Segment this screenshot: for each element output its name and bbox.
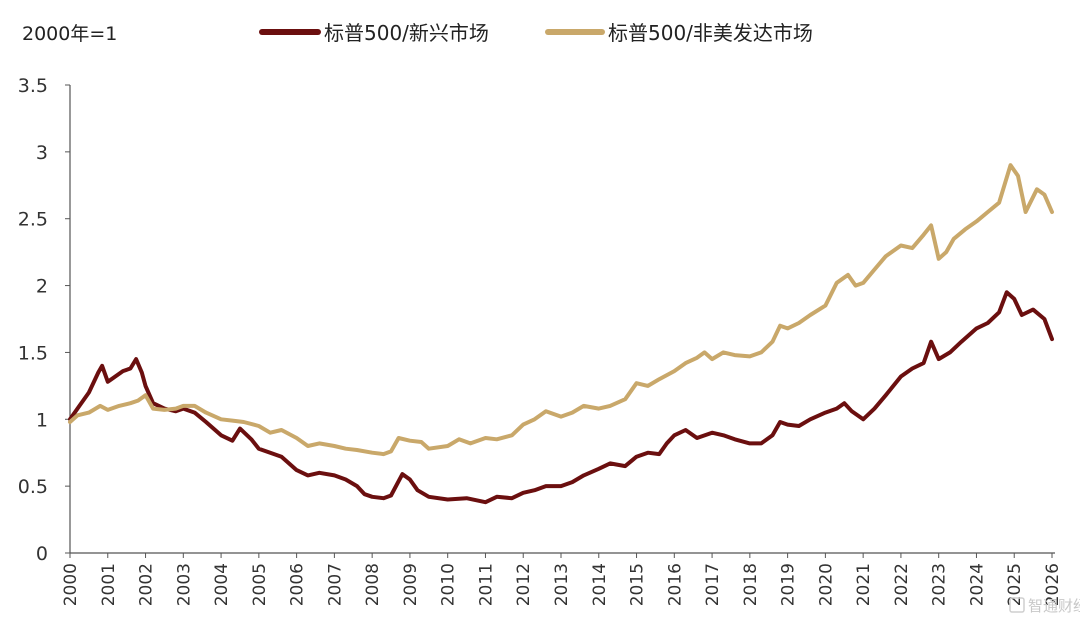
watermark-logo-icon <box>1009 597 1025 613</box>
x-tick-label: 2004 <box>212 563 232 606</box>
x-tick-label: 2017 <box>703 563 723 606</box>
legend-label-series-0: 标普500/新兴市场 <box>324 21 489 45</box>
series-line-1 <box>68 163 1054 457</box>
legend: 标普500/新兴市场 标普500/非美发达市场 <box>259 21 813 45</box>
y-tick-label: 1 <box>36 409 48 431</box>
x-tick-label: 2024 <box>967 563 987 606</box>
x-tick-label: 2000 <box>61 563 81 606</box>
y-tick-label: 1.5 <box>18 342 48 364</box>
x-tick-label: 2023 <box>930 563 950 606</box>
y-tick-label: 0 <box>36 543 48 565</box>
x-tick-label: 2001 <box>99 563 119 606</box>
x-tick-label: 2022 <box>892 563 912 606</box>
x-tick-label: 2018 <box>741 563 761 606</box>
y-tick-label: 3 <box>36 142 48 164</box>
x-tick-label: 2003 <box>174 563 194 606</box>
x-tick-label: 2007 <box>325 563 345 606</box>
x-tick-label: 2013 <box>552 563 572 606</box>
x-tick-label: 2002 <box>137 563 157 606</box>
watermark: 智通财经 <box>1009 597 1080 615</box>
x-tick-label: 2009 <box>401 563 421 606</box>
x-tick-label: 2010 <box>439 563 459 606</box>
series-lines <box>68 163 1054 505</box>
x-tick-label: 2008 <box>363 563 383 606</box>
series-line-0 <box>68 290 1054 505</box>
x-tick-label: 2016 <box>665 563 685 606</box>
x-tick-label: 2019 <box>779 563 799 606</box>
y-tick-label: 0.5 <box>18 476 48 498</box>
x-tick-label: 2026 <box>1043 563 1063 606</box>
x-tick-label: 2006 <box>288 563 308 606</box>
x-tick-label: 2005 <box>250 563 270 606</box>
axes <box>69 85 1055 554</box>
x-tick-label: 2011 <box>476 563 496 606</box>
legend-label-series-1: 标普500/非美发达市场 <box>608 21 813 45</box>
x-tick-label: 2015 <box>628 563 648 606</box>
x-tick-label: 2020 <box>816 563 836 606</box>
unit-label: 2000年=1 <box>22 23 117 45</box>
x-tick-label: 2014 <box>590 563 610 606</box>
x-ticks: 2000 2001 2002 2003 2004 2005 2006 2007 2008 2009… <box>61 553 1063 606</box>
y-tick-label: 2 <box>36 276 48 298</box>
x-tick-label: 2025 <box>1005 563 1025 606</box>
x-tick-label: 2021 <box>854 563 874 606</box>
y-ticks: 0 0.5 1 1.5 2 2.5 3 3.5 <box>18 75 70 565</box>
y-tick-label: 3.5 <box>18 75 48 97</box>
x-tick-label: 2012 <box>514 563 534 606</box>
y-tick-label: 2.5 <box>18 209 48 231</box>
watermark-text: 智通财经 <box>1028 597 1080 615</box>
